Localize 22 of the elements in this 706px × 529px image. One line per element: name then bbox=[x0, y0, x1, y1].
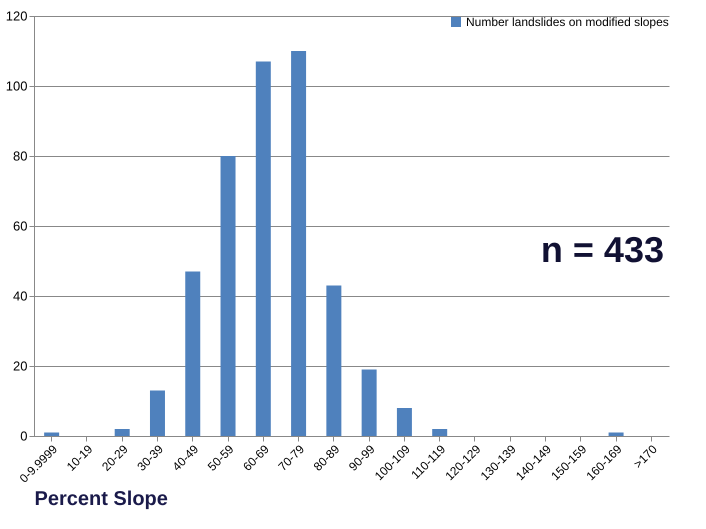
bar bbox=[326, 286, 342, 436]
bar bbox=[432, 429, 448, 436]
bar bbox=[114, 429, 130, 436]
bar bbox=[362, 370, 377, 436]
bar bbox=[150, 390, 165, 436]
y-tick-label: 120 bbox=[6, 8, 28, 24]
y-tick-label: 20 bbox=[13, 358, 28, 374]
bar bbox=[44, 432, 60, 436]
bar bbox=[220, 156, 236, 436]
y-tick-label: 40 bbox=[13, 288, 28, 304]
y-tick-label: 60 bbox=[13, 218, 28, 234]
bar bbox=[291, 51, 306, 436]
bar bbox=[396, 408, 412, 436]
legend-label: Number landslides on modified slopes bbox=[466, 15, 669, 29]
annotation: n = 433 bbox=[540, 229, 664, 270]
y-tick-label: 100 bbox=[6, 78, 28, 94]
bar bbox=[185, 272, 200, 436]
bar bbox=[256, 62, 271, 436]
y-tick-label: 80 bbox=[13, 148, 28, 164]
x-axis-title: Percent Slope bbox=[34, 488, 168, 510]
y-tick-label: 0 bbox=[20, 428, 28, 444]
bar bbox=[608, 432, 624, 436]
